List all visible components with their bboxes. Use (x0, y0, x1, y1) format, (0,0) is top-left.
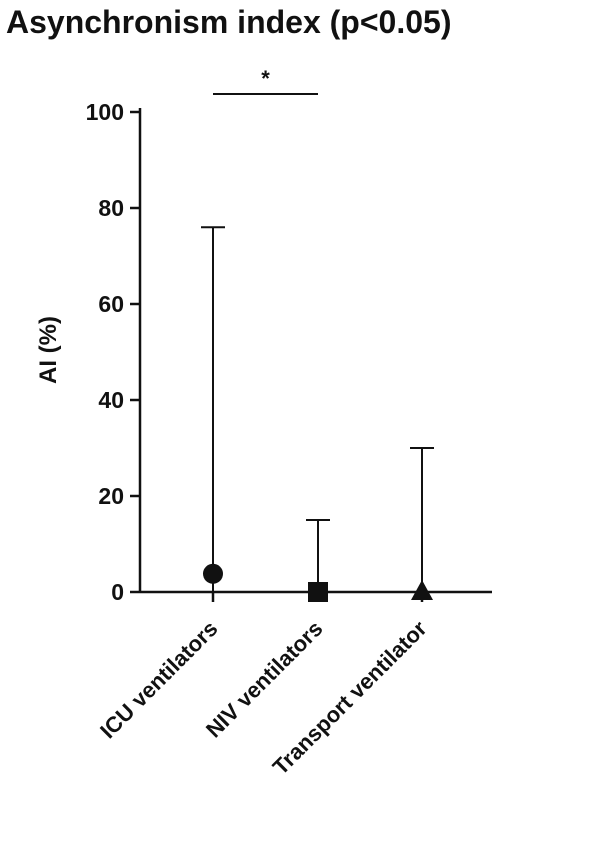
chart-title: Asynchronism index (p<0.05) (6, 4, 451, 40)
y-axis-label: AI (%) (35, 316, 62, 384)
data-point-circle (203, 563, 223, 584)
y-tick-label: 20 (98, 483, 124, 509)
significance-label: * (261, 66, 270, 91)
markers (203, 563, 433, 602)
data-point-square (308, 582, 328, 602)
y-ticks: 0 20 40 60 80 100 (86, 99, 140, 605)
error-bars (201, 226, 434, 593)
significance-annotations: * (213, 66, 318, 95)
y-tick-label: 40 (98, 387, 124, 413)
y-tick-label: 80 (98, 195, 124, 221)
data-point-triangle (411, 580, 433, 600)
y-tick-label: 0 (111, 579, 124, 605)
y-tick-label: 60 (98, 291, 124, 317)
y-tick-label: 100 (86, 99, 124, 125)
